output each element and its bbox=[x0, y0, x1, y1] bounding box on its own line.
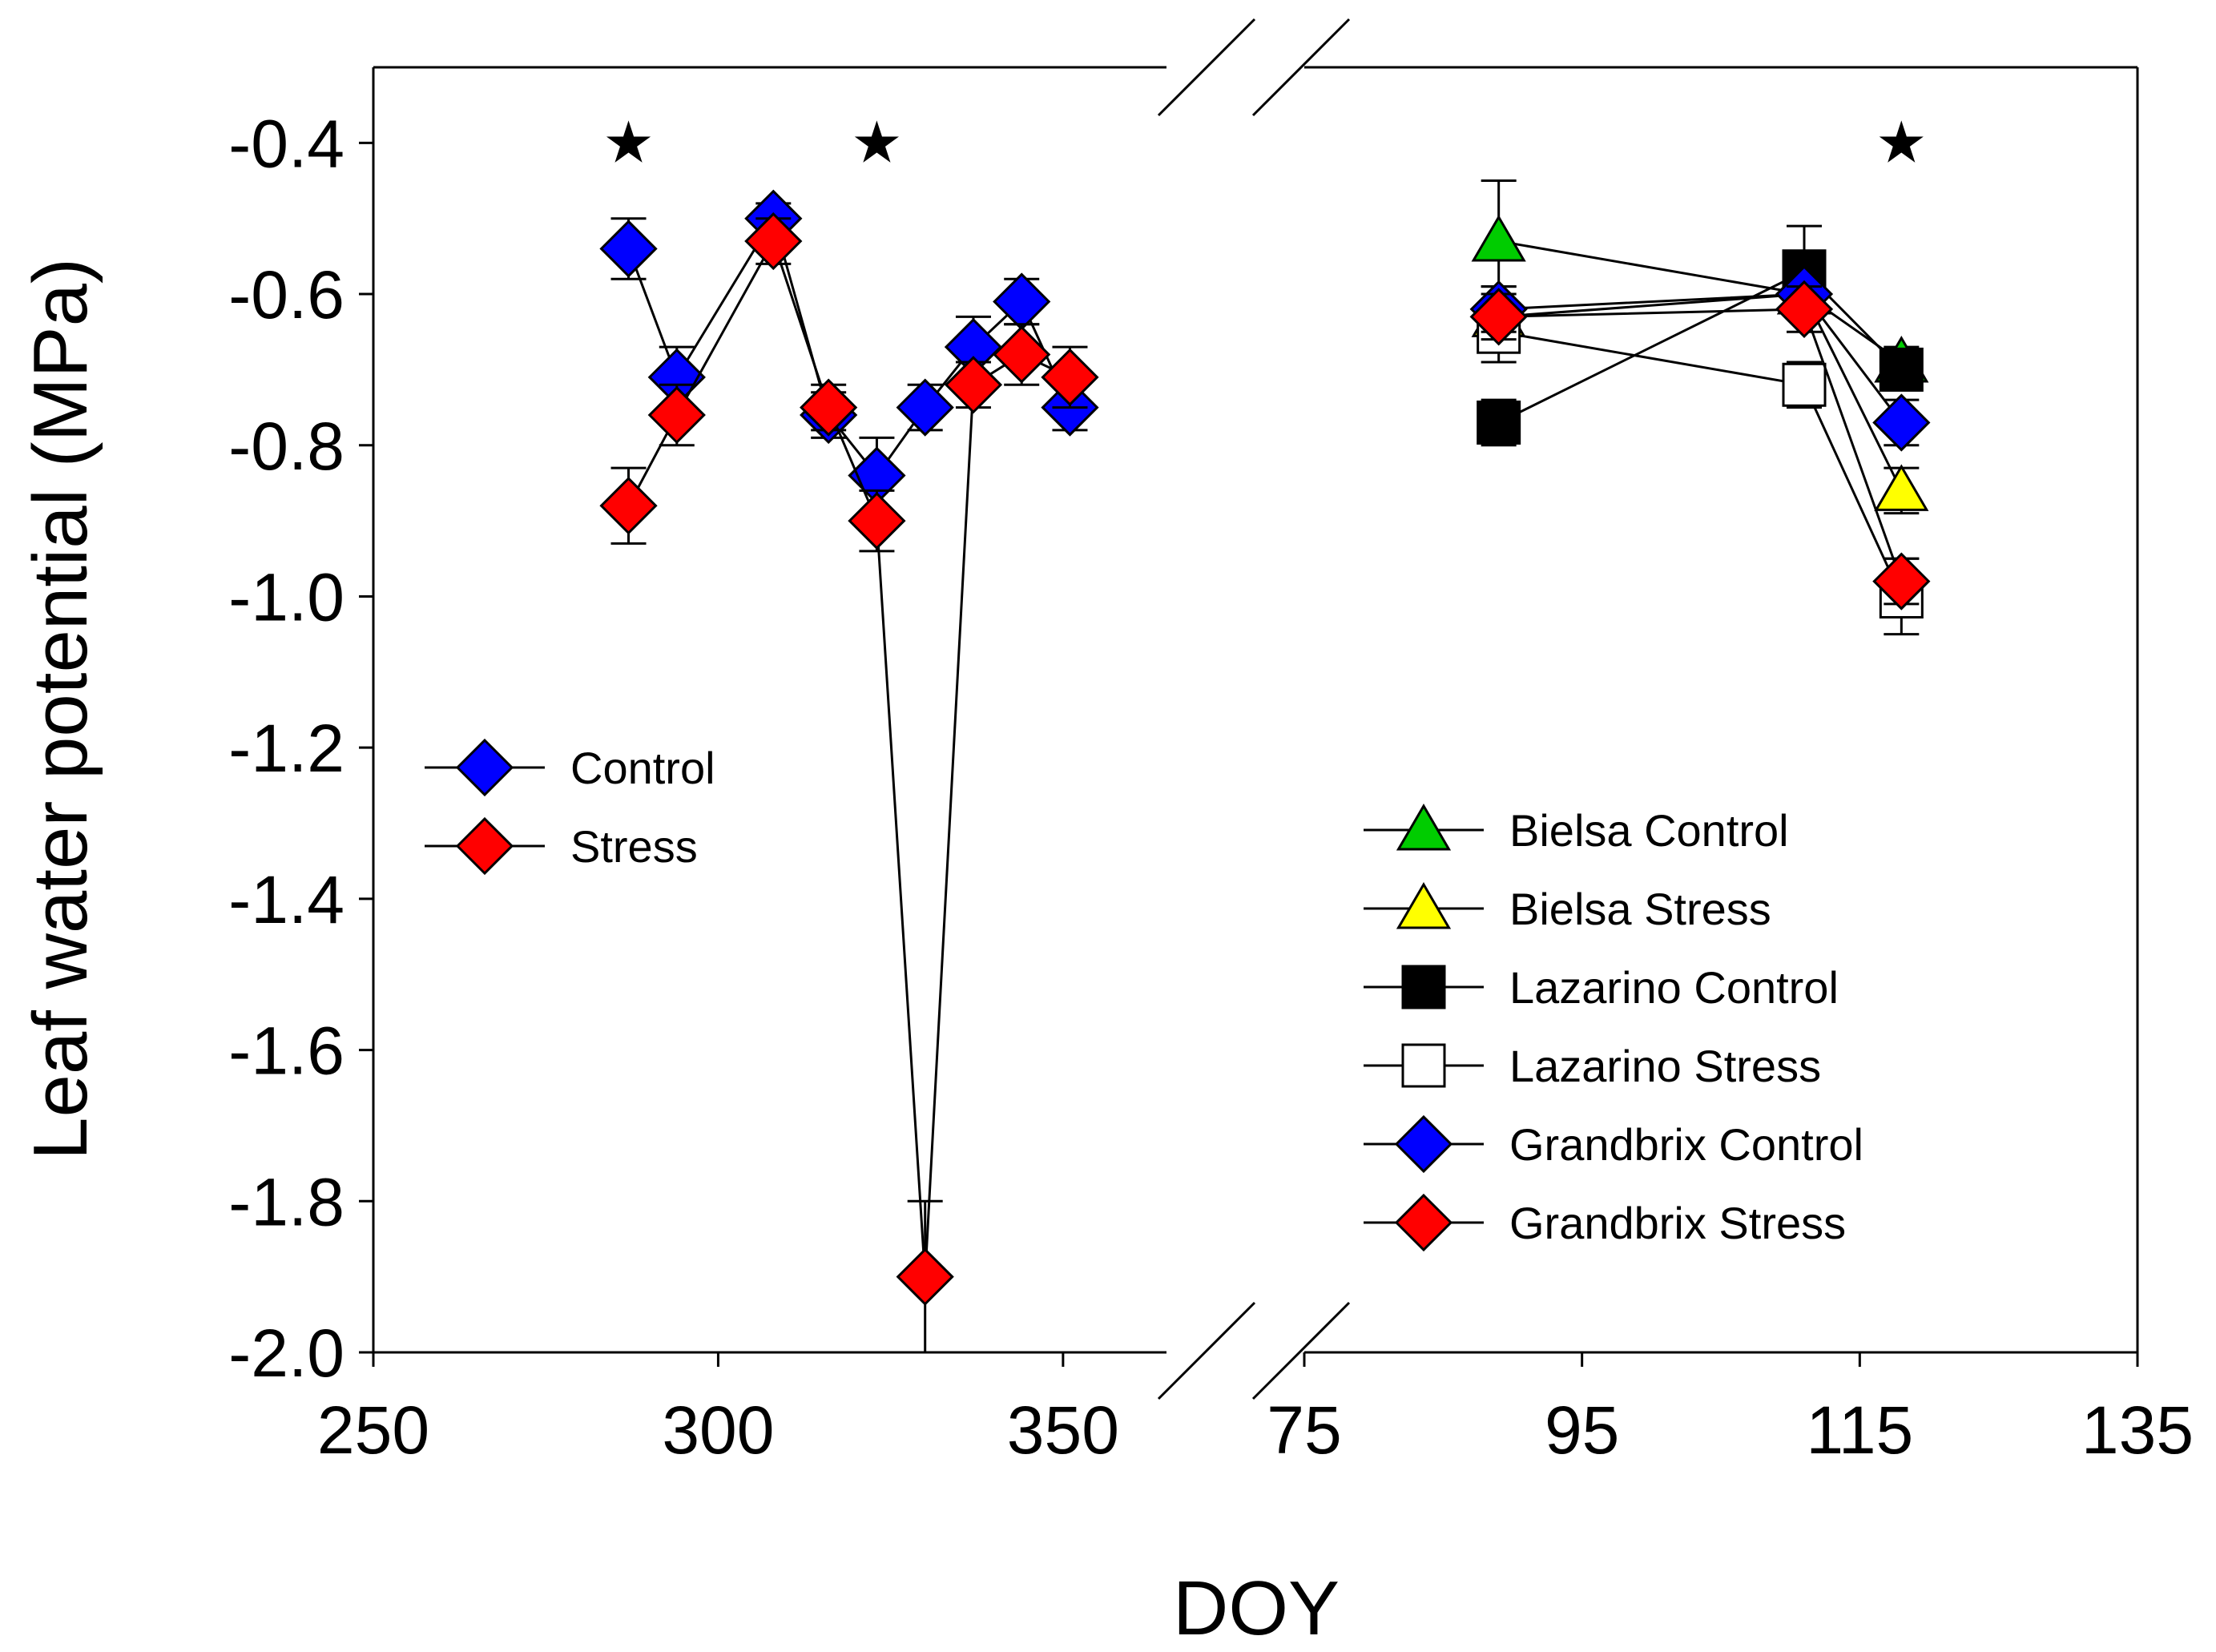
series-layer bbox=[599, 179, 1931, 1354]
data-point bbox=[1775, 280, 1834, 339]
legend-item: Lazarino Control bbox=[1364, 962, 1839, 1013]
legend-marker bbox=[455, 816, 514, 876]
data-point bbox=[599, 477, 658, 535]
data-point bbox=[599, 220, 658, 278]
significance-star: ★ bbox=[1876, 108, 1928, 175]
y-tick-label: -0.8 bbox=[228, 409, 344, 484]
legend-label: Stress bbox=[570, 821, 698, 872]
series-bielsa-control bbox=[1471, 179, 1929, 383]
data-point bbox=[647, 385, 706, 445]
legend-panel-1: Control Stress bbox=[425, 738, 715, 876]
series-grandbrix-stress bbox=[1469, 280, 1931, 610]
data-point bbox=[896, 378, 954, 437]
data-point bbox=[896, 1247, 954, 1306]
y-tick-label: -1.4 bbox=[228, 862, 344, 937]
y-tick-label: -1.2 bbox=[228, 711, 344, 786]
x-tick-label: 250 bbox=[317, 1392, 429, 1468]
legend-marker bbox=[1396, 882, 1452, 929]
axis-break-mark bbox=[1251, 1301, 1351, 1400]
legend-label: Bielsa Stress bbox=[1509, 884, 1771, 934]
data-point bbox=[1874, 464, 1929, 511]
legend-marker bbox=[1401, 965, 1446, 1009]
y-tick-label: -1.0 bbox=[228, 559, 344, 635]
x-tick-label: 135 bbox=[2081, 1392, 2194, 1468]
series-line bbox=[1498, 269, 1903, 424]
legend-label: Grandbrix Stress bbox=[1509, 1198, 1846, 1248]
data-point bbox=[1477, 400, 1521, 445]
axis-break-mark bbox=[1157, 1301, 1256, 1400]
legend-marker bbox=[1401, 1043, 1446, 1088]
legend-label: Grandbrix Control bbox=[1509, 1119, 1863, 1170]
data-point bbox=[744, 212, 803, 271]
legend-label: Control bbox=[570, 743, 715, 793]
series-lazarino-stress bbox=[1477, 300, 1924, 636]
significance-star: ★ bbox=[602, 108, 655, 175]
y-tick-label: -1.8 bbox=[228, 1164, 344, 1239]
legend-marker bbox=[1394, 1193, 1453, 1252]
data-point bbox=[1782, 362, 1827, 407]
x-tick-label: 300 bbox=[662, 1392, 774, 1468]
x-tick-label: 350 bbox=[1007, 1392, 1119, 1468]
y-tick-label: -1.6 bbox=[228, 1013, 344, 1089]
legend-label: Lazarino Control bbox=[1509, 962, 1839, 1013]
legend-item: Grandbrix Control bbox=[1364, 1114, 1863, 1174]
legend-marker bbox=[1396, 804, 1452, 851]
data-point bbox=[1872, 393, 1931, 452]
x-axis-title: DOY bbox=[1173, 1565, 1340, 1651]
series-grandbrix-control bbox=[1469, 264, 1931, 452]
x-tick-label: 75 bbox=[1267, 1392, 1341, 1468]
data-point bbox=[848, 491, 906, 550]
data-point bbox=[1471, 215, 1526, 262]
data-point bbox=[1879, 347, 1924, 392]
legend-panel-2: Bielsa Control Bielsa Stress Lazarino Cont… bbox=[1364, 804, 1863, 1252]
series-lazarino-control bbox=[1477, 224, 1924, 447]
data-point bbox=[993, 325, 1051, 384]
legend-marker bbox=[1394, 1114, 1453, 1174]
data-point bbox=[1872, 552, 1931, 610]
legend-item: Stress bbox=[425, 816, 698, 876]
axis-break-mark bbox=[1251, 18, 1351, 117]
x-tick-label: 95 bbox=[1545, 1392, 1619, 1468]
y-tick-label: -2.0 bbox=[228, 1316, 344, 1391]
data-point bbox=[944, 356, 1003, 414]
legend-item: Grandbrix Stress bbox=[1364, 1193, 1846, 1252]
axis-break-mark bbox=[1157, 18, 1256, 117]
legend-layer: Control Stress Bielsa Control Bielsa Stress… bbox=[425, 738, 1863, 1252]
legend-item: Bielsa Control bbox=[1364, 804, 1789, 856]
series-line bbox=[1498, 330, 1903, 598]
legend-label: Bielsa Control bbox=[1509, 805, 1789, 856]
legend-item: Bielsa Stress bbox=[1364, 882, 1771, 934]
legend-label: Lazarino Stress bbox=[1509, 1041, 1821, 1091]
legend-marker bbox=[455, 738, 514, 797]
series-line bbox=[1498, 308, 1903, 582]
legend-item: Lazarino Stress bbox=[1364, 1041, 1821, 1091]
y-axis-title: Leaf water potential (MPa) bbox=[18, 258, 103, 1160]
significance-star: ★ bbox=[851, 108, 903, 175]
y-tick-label: -0.4 bbox=[228, 106, 344, 181]
y-tick-label: -0.6 bbox=[228, 257, 344, 332]
data-point bbox=[1041, 348, 1099, 406]
series-stress bbox=[599, 212, 1099, 1354]
legend-item: Control bbox=[425, 738, 715, 797]
data-point bbox=[800, 378, 858, 437]
x-tick-label: 115 bbox=[1806, 1392, 1913, 1468]
data-point bbox=[1469, 288, 1528, 346]
